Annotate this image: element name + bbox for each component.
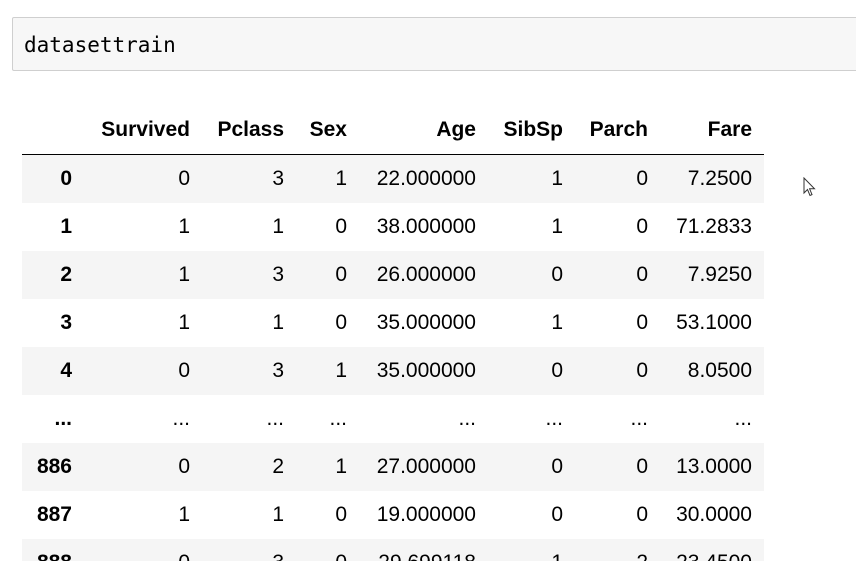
row-index: 887 — [36, 503, 72, 526]
cell-sibsp: 1 — [551, 311, 563, 334]
table-row: 0 0 3 1 22.000000 1 0 7.2500 — [22, 154, 764, 203]
table-row: 887 1 1 0 19.000000 0 0 30.0000 — [22, 491, 764, 539]
cell-parch: ... — [630, 407, 648, 430]
cell-sibsp: ... — [545, 407, 563, 430]
cell-pclass: 3 — [272, 167, 284, 190]
cell-pclass: 3 — [190, 539, 284, 561]
cell-age: ... — [458, 407, 476, 430]
cell-sex: 0 — [335, 263, 347, 286]
cell-sibsp: 1 — [476, 539, 563, 561]
cell-parch: 0 — [636, 455, 648, 478]
cell-age: 38.000000 — [376, 215, 476, 238]
column-header-pclass: Pclass — [190, 106, 284, 155]
cell-parch: 0 — [636, 359, 648, 382]
cell-parch: 0 — [636, 167, 648, 190]
cell-age: 26.000000 — [376, 263, 476, 286]
cell-sibsp: 1 — [551, 215, 563, 238]
cell-pclass: 2 — [272, 455, 284, 478]
cell-sex: 1 — [335, 359, 347, 382]
table-row: 3 1 1 0 35.000000 1 0 53.1000 — [22, 299, 764, 347]
cell-parch: 2 — [563, 539, 648, 561]
column-header-fare: Fare — [648, 106, 764, 155]
cell-pclass: ... — [266, 407, 284, 430]
cell-age: 22.000000 — [376, 167, 476, 190]
cell-sex: 0 — [284, 539, 347, 561]
column-header-age: Age — [347, 106, 476, 155]
cell-survived: 1 — [178, 215, 190, 238]
row-index: 3 — [60, 311, 72, 334]
dataframe-table: Survived Pclass Sex Age SibSp Parch Fare… — [22, 106, 764, 561]
cell-parch: 0 — [636, 311, 648, 334]
code-cell-input[interactable]: datasettrain — [12, 17, 856, 71]
cell-fare: 7.2500 — [687, 167, 752, 190]
cell-sibsp: 0 — [551, 263, 563, 286]
cell-age: 29.699118 — [347, 539, 476, 561]
cell-age: 35.000000 — [376, 311, 476, 334]
cell-sex: 0 — [335, 311, 347, 334]
cell-fare: 53.1000 — [676, 311, 752, 334]
cell-survived: 1 — [178, 311, 190, 334]
cell-sex: 1 — [335, 167, 347, 190]
code-cell-source: datasettrain — [24, 33, 176, 57]
cell-survived: 0 — [178, 455, 190, 478]
cell-survived: 1 — [178, 503, 190, 526]
cell-pclass: 3 — [272, 263, 284, 286]
row-index: ... — [54, 407, 72, 430]
column-header-parch: Parch — [563, 106, 648, 155]
row-index: 886 — [36, 455, 72, 478]
column-header-survived: Survived — [72, 106, 190, 155]
row-index: 888 — [22, 539, 72, 561]
cell-age: 19.000000 — [376, 503, 476, 526]
table-row: 2 1 3 0 26.000000 0 0 7.9250 — [22, 251, 764, 299]
cell-sex: ... — [329, 407, 347, 430]
cell-pclass: 1 — [272, 311, 284, 334]
cell-survived: 1 — [178, 263, 190, 286]
column-header-sibsp: SibSp — [476, 106, 563, 155]
cell-survived: 0 — [178, 167, 190, 190]
table-row: 4 0 3 1 35.000000 0 0 8.0500 — [22, 347, 764, 395]
cell-survived: 0 — [72, 539, 190, 561]
column-header-sex: Sex — [284, 106, 347, 155]
table-row: ........................ — [22, 395, 764, 443]
table-header-row: Survived Pclass Sex Age SibSp Parch Fare — [22, 106, 764, 155]
cell-age: 35.000000 — [376, 359, 476, 382]
cell-sex: 0 — [335, 215, 347, 238]
index-header — [22, 106, 72, 155]
row-index: 4 — [60, 359, 72, 382]
cell-sibsp: 0 — [551, 503, 563, 526]
cell-fare: 7.9250 — [687, 263, 752, 286]
cell-survived: 0 — [178, 359, 190, 382]
cell-pclass: 3 — [272, 359, 284, 382]
cell-survived: ... — [172, 407, 190, 430]
table-row: 88803029.6991181223.4500 — [22, 539, 764, 561]
cell-sibsp: 1 — [551, 167, 563, 190]
cell-sex: 0 — [335, 503, 347, 526]
cell-parch: 0 — [636, 215, 648, 238]
table-row: 1 1 1 0 38.000000 1 0 71.2833 — [22, 203, 764, 251]
cell-fare: ... — [734, 407, 752, 430]
cell-fare: 8.0500 — [687, 359, 752, 382]
row-index: 1 — [60, 215, 72, 238]
cell-parch: 0 — [636, 263, 648, 286]
cell-sibsp: 0 — [551, 359, 563, 382]
cell-sibsp: 0 — [551, 455, 563, 478]
cell-age: 27.000000 — [376, 455, 476, 478]
cell-parch: 0 — [636, 503, 648, 526]
cell-pclass: 1 — [272, 503, 284, 526]
cell-fare: 30.0000 — [676, 503, 752, 526]
row-index: 0 — [60, 167, 72, 190]
cell-fare: 13.0000 — [676, 455, 752, 478]
cell-fare: 71.2833 — [676, 215, 752, 238]
cell-pclass: 1 — [272, 215, 284, 238]
cell-sex: 1 — [335, 455, 347, 478]
cell-fare: 23.4500 — [648, 539, 764, 561]
row-index: 2 — [60, 263, 72, 286]
table-row: 886 0 2 1 27.000000 0 0 13.0000 — [22, 443, 764, 491]
mouse-pointer-icon — [803, 177, 816, 197]
